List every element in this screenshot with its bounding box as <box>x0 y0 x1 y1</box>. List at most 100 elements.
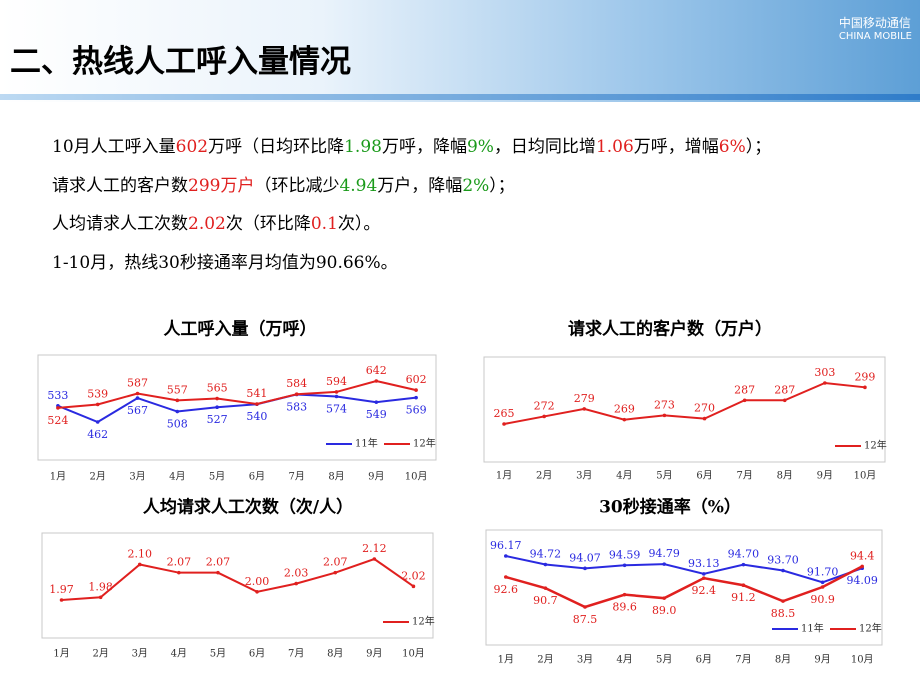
point <box>215 396 219 401</box>
x-tick-label: 10月 <box>854 470 877 482</box>
point <box>504 554 508 558</box>
data-label: 541 <box>246 387 267 400</box>
data-label: 2.10 <box>128 547 153 560</box>
x-tick-label: 5月 <box>210 648 226 660</box>
header: 二、热线人工呼入量情况 中国移动通信 CHINA MOBILE <box>0 0 920 102</box>
data-label: 2.07 <box>323 556 348 569</box>
series-line <box>57 393 417 424</box>
point <box>662 413 667 418</box>
point <box>333 570 338 575</box>
x-tick-label: 3月 <box>577 654 593 666</box>
point <box>781 599 785 603</box>
plot-frame <box>37 354 437 461</box>
x-tick-label: 4月 <box>171 648 187 660</box>
point <box>781 568 785 573</box>
data-label: 91.70 <box>807 565 839 578</box>
data-label: 574 <box>326 402 347 415</box>
chart-title: 人工呼入量（万呼） <box>164 319 317 340</box>
x-tick-label: 8月 <box>775 654 791 666</box>
x-tick-label: 1月 <box>498 654 514 666</box>
summary-line: 人均请求人工次数2.02次（环比降0.1次）。 <box>52 205 771 244</box>
data-label: 508 <box>167 418 188 431</box>
logo-en: CHINA MOBILE <box>838 31 912 42</box>
x-tick-label: 4月 <box>616 470 632 482</box>
x-tick-label: 10月 <box>402 648 425 660</box>
data-label: 94.09 <box>846 574 878 587</box>
data-label: 539 <box>87 387 108 400</box>
point <box>662 596 666 600</box>
plot-frame <box>41 532 434 639</box>
point <box>543 586 548 590</box>
point <box>863 385 867 390</box>
series-line <box>505 565 863 609</box>
data-label: 2.07 <box>167 556 192 569</box>
summary-text: 万户，降幅 <box>377 175 463 196</box>
point <box>622 563 627 568</box>
point <box>255 590 259 594</box>
point <box>582 407 587 411</box>
summary-text: 299万户 <box>188 175 255 196</box>
x-tick-label: 8月 <box>777 470 793 482</box>
point <box>294 392 299 397</box>
x-tick-label: 3月 <box>129 471 145 483</box>
data-label: 265 <box>494 407 515 420</box>
data-label: 2.07 <box>206 556 231 569</box>
data-label: 90.9 <box>810 593 835 606</box>
x-tick-label: 4月 <box>169 471 185 483</box>
x-tick-label: 9月 <box>814 654 830 666</box>
point <box>215 405 219 409</box>
point <box>135 396 140 400</box>
data-label: 94.07 <box>569 551 601 564</box>
point <box>662 562 666 566</box>
data-label: 273 <box>654 398 675 411</box>
summary-text: 请求人工的客户数 <box>52 175 188 196</box>
summary-text: 1-10月，热线30秒接通率月均值为90.66%。 <box>52 252 398 273</box>
point <box>504 575 508 579</box>
legend-label: 12年 <box>864 439 887 452</box>
x-tick-label: 4月 <box>616 654 632 666</box>
data-label: 93.13 <box>688 557 720 570</box>
point <box>542 414 546 419</box>
point <box>372 557 377 561</box>
x-tick-label: 1月 <box>50 471 66 483</box>
x-tick-label: 5月 <box>656 654 672 666</box>
point <box>741 562 746 567</box>
point <box>177 570 181 575</box>
plot-frame <box>483 356 886 463</box>
chart-title: 30秒接通率（%） <box>599 497 741 518</box>
x-tick-label: 6月 <box>249 471 265 483</box>
point <box>583 605 587 609</box>
summary-text: 次）。 <box>337 214 381 234</box>
point <box>702 572 706 576</box>
x-tick-label: 5月 <box>209 471 225 483</box>
summary-text: 9% <box>466 137 494 157</box>
series-line <box>61 557 415 601</box>
data-label: 549 <box>366 408 387 421</box>
data-label: 583 <box>286 400 307 413</box>
summary-text: 6% <box>718 137 746 157</box>
x-tick-label: 9月 <box>366 648 382 660</box>
data-label: 540 <box>246 410 267 423</box>
point <box>411 584 416 589</box>
data-label: 269 <box>614 403 635 416</box>
point <box>98 595 103 600</box>
data-label: 565 <box>207 382 228 395</box>
data-label: 91.2 <box>731 591 756 604</box>
point <box>823 381 827 385</box>
data-label: 94.59 <box>609 548 641 561</box>
data-label: 642 <box>366 364 387 377</box>
x-tick-label: 10月 <box>405 471 428 483</box>
data-label: 88.5 <box>771 607 796 620</box>
data-label: 557 <box>167 383 188 396</box>
point <box>860 564 864 569</box>
data-label: 587 <box>127 377 148 390</box>
data-label: 279 <box>574 392 595 405</box>
legend-label: 12年 <box>412 615 435 628</box>
data-label: 303 <box>814 366 835 379</box>
point <box>255 402 259 406</box>
summary: 10月人工呼入量602万呼（日均环比降1.98万呼，降幅9%，日均同比增1.06… <box>52 128 771 282</box>
data-label: 270 <box>694 402 715 415</box>
legend-label: 11年 <box>801 622 824 635</box>
legend-label: 12年 <box>859 622 882 635</box>
